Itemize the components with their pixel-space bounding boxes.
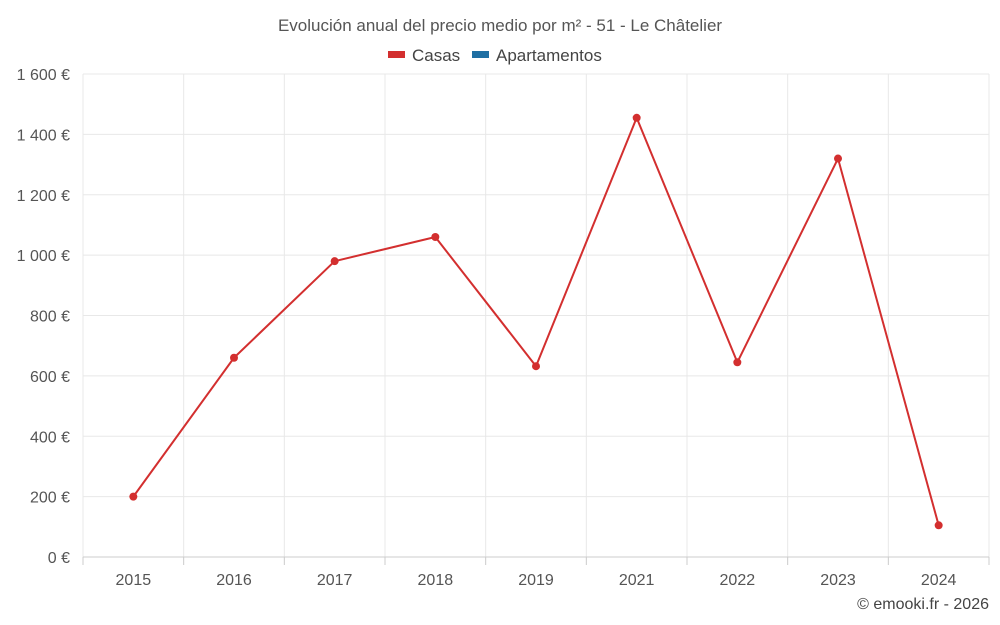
x-tick-label: 2023 — [820, 572, 856, 589]
x-tick-label: 2015 — [116, 572, 152, 589]
data-point-casas[interactable] — [934, 521, 943, 530]
data-point-casas[interactable] — [733, 358, 742, 367]
x-tick-label: 2021 — [619, 572, 655, 589]
legend-item-apartamentos[interactable]: Apartamentos — [472, 46, 602, 65]
chart-title: Evolución anual del precio medio por m² … — [278, 16, 722, 35]
series-line-casas — [132, 116, 940, 526]
x-axis-labels: 2015 2016 2017 2018 2019 2021 2022 2023 2024 — [116, 572, 957, 589]
x-tick-label: 2022 — [720, 572, 756, 589]
y-tick-label: 1 000 € — [17, 248, 70, 265]
legend-label-apartamentos: Apartamentos — [496, 46, 602, 65]
data-point-casas[interactable] — [129, 492, 138, 501]
y-tick-label: 800 € — [30, 309, 70, 326]
y-tick-label: 1 600 € — [17, 67, 70, 84]
y-tick-label: 1 200 € — [17, 188, 70, 205]
legend-label-casas: Casas — [412, 46, 460, 65]
legend-swatch-casas — [388, 51, 405, 58]
x-tick-label: 2018 — [418, 572, 454, 589]
x-tick-label: 2016 — [216, 572, 252, 589]
data-point-casas[interactable] — [632, 113, 641, 122]
y-tick-label: 200 € — [30, 490, 70, 507]
y-tick-label: 600 € — [30, 369, 70, 386]
data-point-casas[interactable] — [230, 353, 238, 362]
y-axis-labels: 0 € 200 € 400 € 600 € 800 € 1 000 € 1 200 € 1 4… — [17, 67, 70, 567]
data-point-casas[interactable] — [330, 257, 339, 266]
grid-lines — [82, 73, 990, 557]
legend-swatch-apartamentos — [472, 51, 489, 58]
data-point-casas[interactable] — [431, 233, 440, 242]
x-tick-label: 2024 — [921, 572, 957, 589]
x-tick-label: 2019 — [518, 572, 554, 589]
data-point-casas[interactable] — [532, 362, 540, 371]
axes — [82, 556, 990, 565]
data-point-casas[interactable] — [834, 154, 842, 163]
legend: Casas Apartamentos — [388, 46, 602, 65]
x-tick-label: 2017 — [317, 572, 353, 589]
y-tick-label: 0 € — [48, 550, 70, 567]
y-tick-label: 400 € — [30, 429, 70, 446]
series-casas — [129, 113, 943, 530]
credit-text: © emooki.fr - 2026 — [857, 596, 989, 613]
y-tick-label: 1 400 € — [17, 127, 70, 144]
legend-item-casas[interactable]: Casas — [388, 46, 460, 65]
